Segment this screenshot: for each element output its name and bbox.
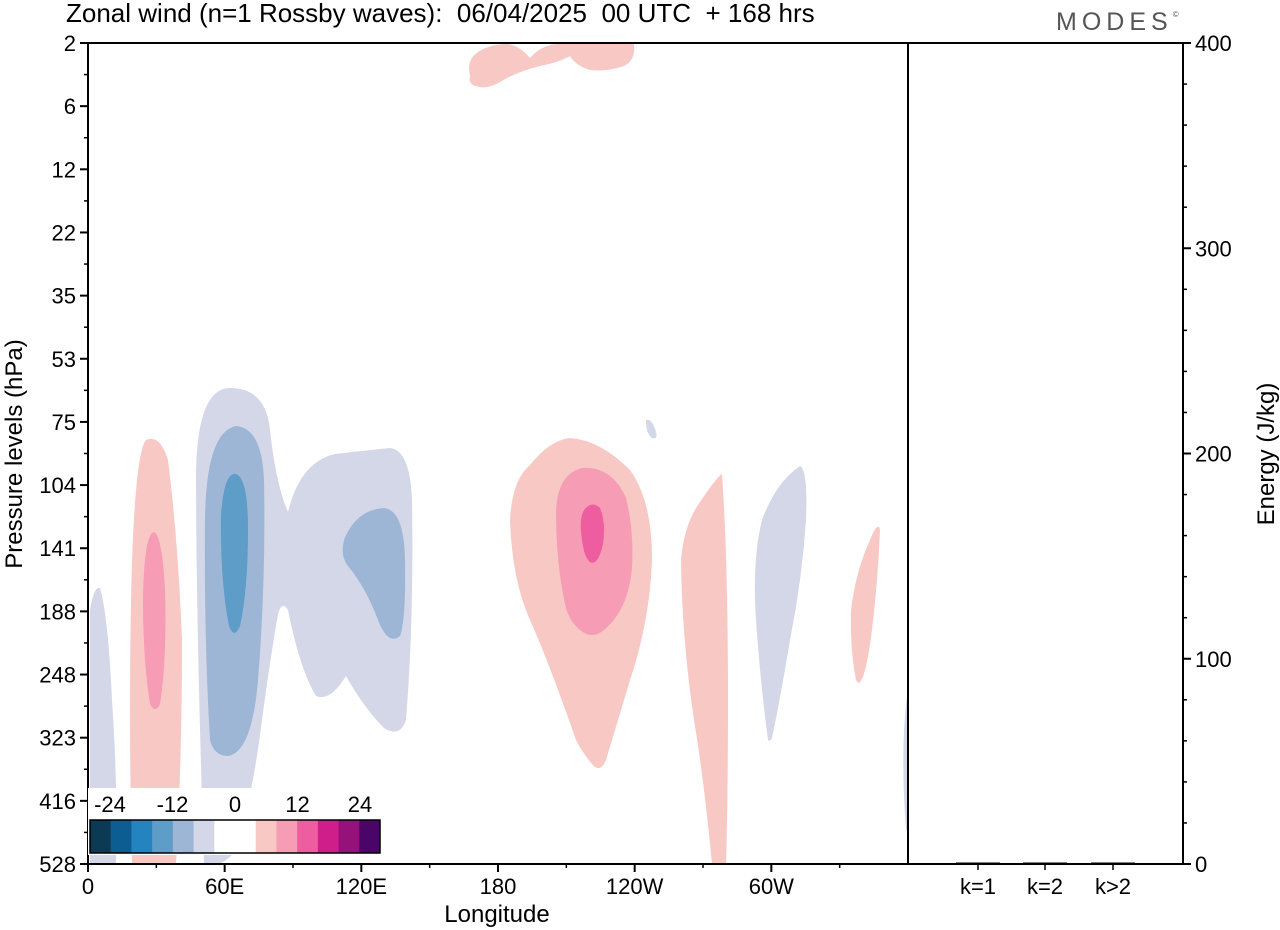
colorbar-swatch — [110, 820, 132, 853]
colorbar-swatch — [338, 820, 360, 853]
energy-tick-label: 200 — [1195, 442, 1232, 467]
energy-tick-label: 400 — [1195, 31, 1232, 56]
contour-neg-moderate — [342, 508, 406, 639]
colorbar-tick-label: 12 — [285, 792, 309, 817]
y-tick-label: 22 — [52, 220, 76, 245]
y-axis-label: Pressure levels (hPa) — [1, 339, 28, 568]
colorbar-swatch — [255, 820, 277, 853]
colorbar-swatch — [131, 820, 153, 853]
y-tick-label: 416 — [39, 789, 76, 814]
y-tick-label: 141 — [39, 536, 76, 561]
energy-bar — [1091, 862, 1135, 864]
y-tick-label: 75 — [52, 410, 76, 435]
y-tick-label: 35 — [52, 284, 76, 309]
x-tick-label: 0 — [82, 874, 94, 899]
y-tick-label: 53 — [52, 347, 76, 372]
colorbar-swatch — [317, 820, 340, 853]
y-tick-label: 12 — [52, 157, 76, 182]
contour-neg-strong — [220, 473, 248, 633]
colorbar-frame — [89, 819, 381, 854]
y-tick-label: 6 — [64, 94, 76, 119]
contour-pos-strong — [580, 504, 604, 563]
colorbar-swatch — [297, 820, 319, 853]
category-label: k=2 — [1027, 874, 1063, 899]
energy-plot-frame — [907, 42, 1184, 865]
chart-title: Zonal wind (n=1 Rossby waves): 06/04/202… — [66, 0, 815, 28]
colorbar-swatch — [90, 820, 112, 853]
contour-pos-weak — [681, 474, 728, 864]
contour-neg-weak — [903, 690, 908, 830]
colorbar-tick-label: -24 — [94, 792, 126, 817]
colorbar-tick-label: 0 — [229, 792, 241, 817]
colorbar-swatch — [172, 820, 195, 853]
x-tick-label: 60E — [205, 874, 244, 899]
y-tick-label: 188 — [39, 599, 76, 624]
colorbar-swatch — [193, 820, 215, 853]
energy-axis-label: Energy (J/kg) — [1253, 383, 1280, 526]
category-label: k=1 — [960, 874, 996, 899]
x-axis-label: Longitude — [444, 901, 549, 928]
contour-neg-weak — [646, 419, 657, 439]
y-tick-label: 2 — [64, 31, 76, 56]
energy-tick-label: 0 — [1195, 852, 1207, 877]
x-tick-label: 120E — [336, 874, 387, 899]
contour-pos-moderate — [143, 532, 166, 709]
contour-pos-weak — [469, 44, 635, 88]
y-tick-label: 528 — [39, 852, 76, 877]
energy-bar — [1023, 862, 1067, 864]
colorbar-tick-label: -12 — [157, 792, 189, 817]
contour-pos-weak — [850, 526, 880, 683]
energy-bar — [956, 862, 1000, 864]
energy-tick-label: 300 — [1195, 236, 1232, 261]
energy-tick-label: 100 — [1195, 647, 1232, 672]
logo-text: MODES — [1056, 8, 1173, 36]
colorbar-swatch — [152, 820, 174, 853]
contour-neg-weak — [754, 466, 807, 741]
modes-logo: MODES© — [1056, 8, 1179, 36]
axes: 2 6 12 22 35 53 75 104 141 188 248 323 416 528 Pressur… — [1, 31, 1280, 928]
x-tick-label: 180 — [480, 874, 517, 899]
heatmap-contours — [90, 44, 908, 865]
y-tick-label: 104 — [39, 473, 76, 498]
colorbar-swatch — [276, 820, 298, 853]
colorbar: -24 -12 0 12 24 — [88, 788, 382, 855]
colorbar-swatch — [214, 820, 236, 853]
category-label: k>2 — [1095, 874, 1131, 899]
y-tick-label: 248 — [39, 663, 76, 688]
colorbar-swatch — [235, 820, 257, 853]
x-tick-label: 60W — [749, 874, 794, 899]
y-tick-label: 323 — [39, 726, 76, 751]
colorbar-swatch — [359, 820, 381, 853]
colorbar-tick-label: 24 — [348, 792, 372, 817]
x-tick-label: 120W — [606, 874, 664, 899]
energy-bars: k=1 k=2 k>2 — [956, 862, 1135, 899]
